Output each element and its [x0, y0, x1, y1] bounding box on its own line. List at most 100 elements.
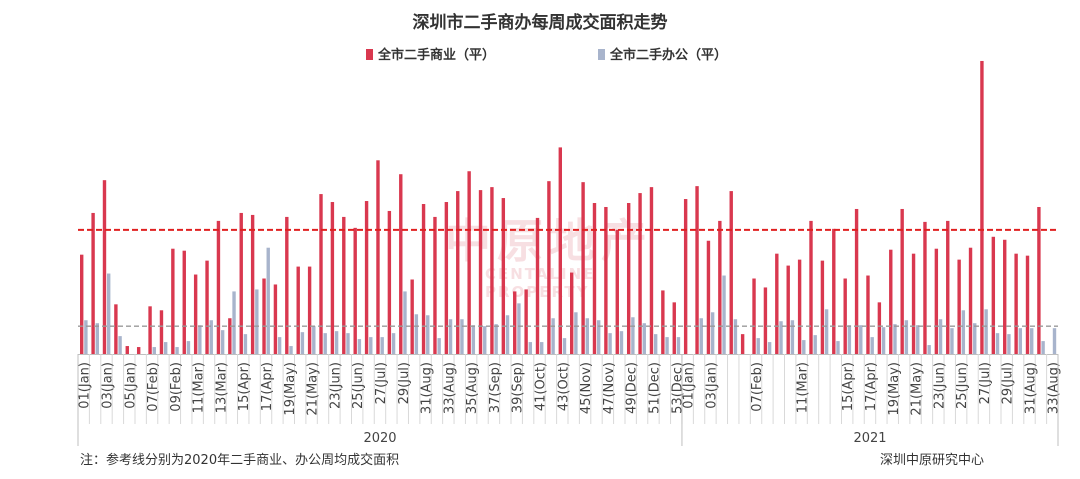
x-tick-label: 33(Aug) — [442, 362, 457, 414]
bar-commercial — [513, 291, 517, 354]
bar-office — [665, 337, 669, 354]
x-tick-label: 39(Sep) — [511, 362, 526, 413]
bar-commercial — [626, 203, 631, 354]
bar-commercial — [911, 253, 916, 354]
bar-office — [893, 324, 897, 354]
bar-office — [369, 337, 373, 354]
bar-office — [995, 333, 1000, 354]
bar-office — [346, 333, 350, 354]
bar-office — [973, 323, 977, 354]
bar-commercial — [148, 306, 152, 354]
bar-commercial — [683, 199, 688, 354]
bar-office — [437, 338, 441, 354]
x-tick-label: 01(Jan) — [682, 362, 697, 409]
bar-office — [289, 346, 293, 354]
x-tick-label: 37(Sep) — [488, 362, 503, 413]
x-tick-label: 17(Apr) — [260, 362, 275, 411]
bar-commercial — [991, 236, 996, 354]
x-tick-label: 07(Feb) — [146, 362, 161, 412]
bar-commercial — [501, 198, 506, 354]
bar-office — [881, 327, 886, 354]
bar-office — [676, 337, 681, 354]
bar-commercial — [570, 272, 574, 354]
bar-commercial — [171, 248, 175, 354]
year-label: 2020 — [363, 431, 396, 446]
x-tick-label: 21(May) — [306, 362, 321, 416]
bar-office — [938, 319, 943, 354]
bar-commercial — [159, 310, 164, 354]
bar-commercial — [592, 203, 597, 354]
bar-commercial — [946, 220, 950, 354]
legend-label-commercial: 全市二手商业（平） — [378, 48, 496, 63]
bar-office — [198, 325, 202, 354]
bar-commercial — [980, 60, 984, 354]
legend-label-office: 全市二手办公（平） — [610, 48, 728, 63]
bar-commercial — [581, 182, 585, 354]
x-tick-label: 33(Aug) — [1046, 362, 1061, 414]
bar-office — [608, 333, 612, 354]
bar-commercial — [809, 220, 813, 354]
x-tick-label: 03(Jan) — [704, 362, 719, 409]
bar-commercial — [649, 187, 654, 354]
bar-office — [619, 331, 624, 354]
bar-office — [448, 319, 453, 354]
bar-office — [756, 338, 760, 354]
x-tick-label: 03(Jan) — [100, 362, 115, 409]
bar-commercial — [604, 206, 608, 354]
bar-commercial — [376, 160, 380, 354]
legend-item-commercial: 全市二手商业（平） — [366, 44, 495, 63]
bar-office — [984, 309, 988, 354]
bar-commercial — [228, 318, 232, 354]
bar-office — [779, 321, 783, 354]
bar-commercial — [467, 171, 471, 354]
bar-office — [220, 330, 225, 354]
bar-office — [209, 320, 213, 354]
bar-commercial — [1014, 253, 1018, 354]
x-tick-label: 01(Jan) — [78, 362, 93, 409]
bar-commercial — [136, 347, 141, 354]
x-tick-label: 11(Mar) — [796, 362, 811, 413]
bar-commercial — [216, 220, 221, 354]
x-tick-label: 31(Aug) — [420, 362, 435, 414]
x-tick-label: 05(Jan) — [123, 362, 138, 409]
bar-office — [232, 291, 236, 354]
bar-commercial — [820, 260, 825, 354]
bar-office — [847, 325, 852, 354]
bar-commercial — [866, 275, 870, 354]
bar-commercial — [387, 210, 392, 354]
x-tick-label: 29(Jul) — [397, 362, 412, 404]
bar-commercial — [638, 193, 642, 354]
bar-office — [950, 328, 954, 354]
bar-office — [403, 291, 407, 354]
bar-office — [300, 332, 305, 354]
bar-commercial — [239, 212, 243, 354]
bar-commercial — [524, 289, 528, 354]
bar-commercial — [786, 265, 790, 354]
chart-title: 深圳市二手商办每周成交面积走势 — [412, 13, 668, 33]
bar-commercial — [307, 266, 312, 354]
bar-office — [1007, 334, 1011, 354]
x-tick-label: 23(Jun) — [932, 362, 947, 409]
bar-commercial — [273, 284, 278, 354]
bar-office — [471, 325, 476, 354]
x-tick-label: 19(May) — [283, 362, 298, 416]
bar-office — [802, 340, 806, 354]
bar-office — [95, 323, 99, 354]
x-tick-label: 27(Jul) — [374, 362, 389, 404]
bar-office — [106, 273, 111, 354]
x-tick-label: 13(Mar) — [214, 362, 229, 413]
bar-commercial — [672, 302, 676, 354]
bar-office — [722, 275, 726, 354]
bar-commercial — [262, 278, 266, 354]
x-tick-label: 47(Nov) — [602, 362, 617, 414]
bar-commercial — [889, 249, 893, 354]
bar-office — [277, 337, 282, 354]
bar-office — [175, 347, 179, 354]
bar-office — [152, 347, 156, 354]
bar-office — [927, 345, 931, 354]
bar-office — [494, 324, 498, 354]
bar-commercial — [706, 240, 711, 354]
bar-commercial — [490, 187, 494, 354]
x-tick-label: 19(May) — [887, 362, 902, 416]
bar-commercial — [877, 302, 882, 354]
